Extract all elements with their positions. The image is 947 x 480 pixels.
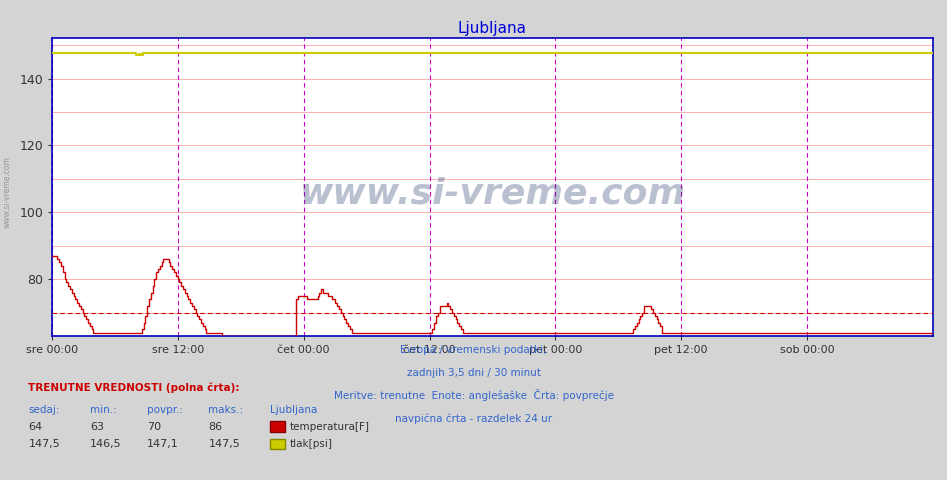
Text: 146,5: 146,5 [90,439,121,449]
Text: Evropa / vremenski podatki,: Evropa / vremenski podatki, [401,345,546,355]
Text: 147,5: 147,5 [208,439,241,449]
Text: www.si-vreme.com: www.si-vreme.com [299,176,686,210]
Text: min.:: min.: [90,405,116,415]
Text: maks.:: maks.: [208,405,243,415]
Text: TRENUTNE VREDNOSTI (polna črta):: TRENUTNE VREDNOSTI (polna črta): [28,383,240,393]
Text: 64: 64 [28,421,43,432]
Text: navpična črta - razdelek 24 ur: navpična črta - razdelek 24 ur [395,413,552,424]
Text: Meritve: trenutne  Enote: anglešaške  Črta: povprečje: Meritve: trenutne Enote: anglešaške Črta… [333,389,614,401]
Text: Ljubljana: Ljubljana [270,405,317,415]
Text: tlak[psi]: tlak[psi] [290,439,332,449]
Text: 147,5: 147,5 [28,439,61,449]
Text: 147,1: 147,1 [147,439,179,449]
Text: sedaj:: sedaj: [28,405,60,415]
Text: www.si-vreme.com: www.si-vreme.com [3,156,12,228]
Text: 63: 63 [90,421,104,432]
Text: temperatura[F]: temperatura[F] [290,421,369,432]
Text: zadnjih 3,5 dni / 30 minut: zadnjih 3,5 dni / 30 minut [406,368,541,378]
Title: Ljubljana: Ljubljana [458,21,527,36]
Text: 86: 86 [208,421,223,432]
Text: povpr.:: povpr.: [147,405,183,415]
Text: 70: 70 [147,421,161,432]
